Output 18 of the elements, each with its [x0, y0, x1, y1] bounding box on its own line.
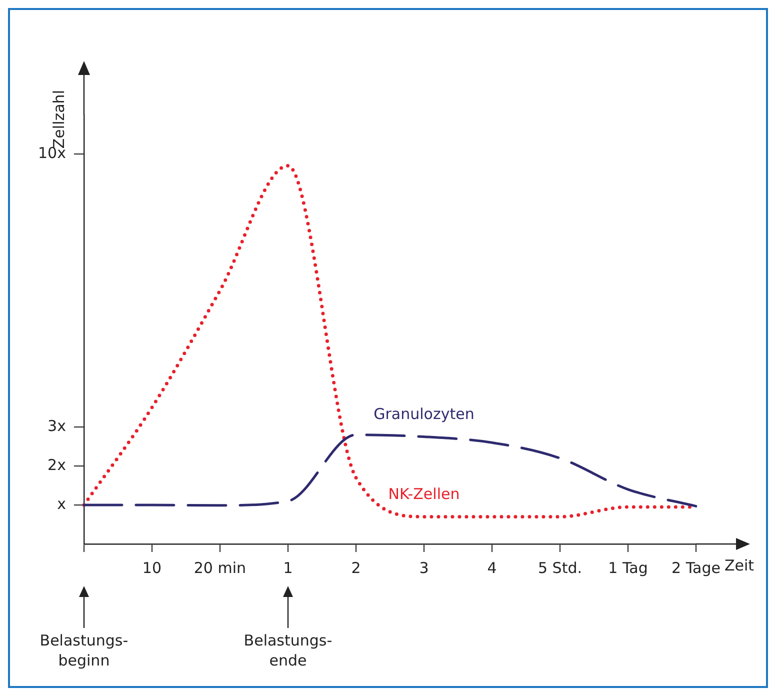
y-tick-label: 2x [48, 456, 66, 474]
x-tick-label: 4 [487, 558, 497, 577]
x-axis-title: Zeit [724, 556, 754, 574]
x-tick-label: 5 Std. [538, 558, 582, 577]
series-label: Granulozyten [374, 405, 474, 424]
x-tick-label: 3 [419, 558, 429, 577]
x-tick-label: 2 [351, 558, 361, 577]
x-tick-label: 2 Tage [672, 558, 720, 577]
x-tick-label: 1 Tag [608, 558, 648, 577]
text: Belastungs-ende [244, 631, 332, 670]
series-label: NK-Zellen [388, 485, 460, 504]
x-tick-label: 10 [142, 558, 162, 577]
y-tick-label: 3x [48, 416, 66, 435]
y-tick-label: x [57, 494, 66, 513]
line-series [82, 434, 698, 508]
x-tick-label: 1 [283, 558, 293, 577]
text: Belastungs-beginn [40, 631, 128, 670]
x-tick-label: 20 min [194, 558, 246, 577]
